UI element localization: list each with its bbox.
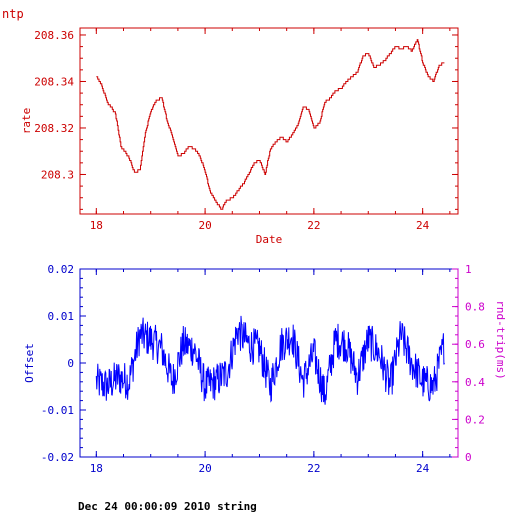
offset-y-tick-label: 0.01 xyxy=(48,310,75,323)
offset-chart: -0.02 -0.01 0 0.01 0.02 0 0.2 0.4 0.6 0.8 1 18 20 2… xyxy=(23,263,507,475)
rate-y-tick-label: 208.3 xyxy=(41,168,74,181)
offset-x-ticks: 18 20 22 24 xyxy=(90,269,451,475)
offset-plot-frame xyxy=(79,268,459,458)
roundtrip-y-tick-label: 0.4 xyxy=(465,376,485,389)
rate-x-label: Date xyxy=(256,233,283,246)
offset-y-tick-label: -0.01 xyxy=(41,404,74,417)
offset-series-line xyxy=(95,315,445,405)
roundtrip-y-tick-label: 0 xyxy=(465,451,472,464)
rate-y-label: rate xyxy=(20,108,33,135)
rate-x-tick-label: 22 xyxy=(307,219,320,232)
rate-x-tick-label: 20 xyxy=(198,219,211,232)
footer-timestamp: Dec 24 00:00:09 2010 string xyxy=(78,500,257,512)
offset-y-label: Offset xyxy=(23,343,36,383)
roundtrip-y-tick-label: 0.6 xyxy=(465,338,485,351)
offset-x-tick-label: 18 xyxy=(90,462,103,475)
roundtrip-y-tick-label: 0.2 xyxy=(465,413,485,426)
offset-y-tick-label: -0.02 xyxy=(41,451,74,464)
rate-chart: ntp 208.3 208.32 208.34 208.36 18 20 22 24 Dat… xyxy=(2,7,459,246)
rate-y-tick-label: 208.36 xyxy=(34,29,74,42)
roundtrip-y-tick-label: 0.8 xyxy=(465,301,485,314)
rate-chart-title: ntp xyxy=(2,7,24,21)
roundtrip-y-label: rnd-trip(ms) xyxy=(494,300,507,379)
rate-x-tick-label: 18 xyxy=(90,219,103,232)
rate-y-tick-label: 208.32 xyxy=(34,122,74,135)
offset-x-tick-label: 24 xyxy=(416,462,430,475)
offset-x-tick-label: 20 xyxy=(198,462,211,475)
rate-plot-frame xyxy=(79,27,459,215)
roundtrip-y-tick-label: 1 xyxy=(465,263,472,276)
rate-y-tick-label: 208.34 xyxy=(34,75,74,88)
rate-x-ticks: 18 20 22 24 xyxy=(90,28,451,232)
rate-x-tick-label: 24 xyxy=(416,219,430,232)
rate-series-line xyxy=(96,39,445,210)
offset-y-ticks: -0.02 -0.01 0 0.01 0.02 xyxy=(41,263,86,464)
roundtrip-y-ticks: 0 0.2 0.4 0.6 0.8 1 xyxy=(452,263,485,464)
offset-x-tick-label: 22 xyxy=(307,462,320,475)
rate-y-ticks: 208.3 208.32 208.34 208.36 xyxy=(34,29,458,210)
offset-y-tick-label: 0.02 xyxy=(48,263,75,276)
offset-y-tick-label: 0 xyxy=(67,357,74,370)
